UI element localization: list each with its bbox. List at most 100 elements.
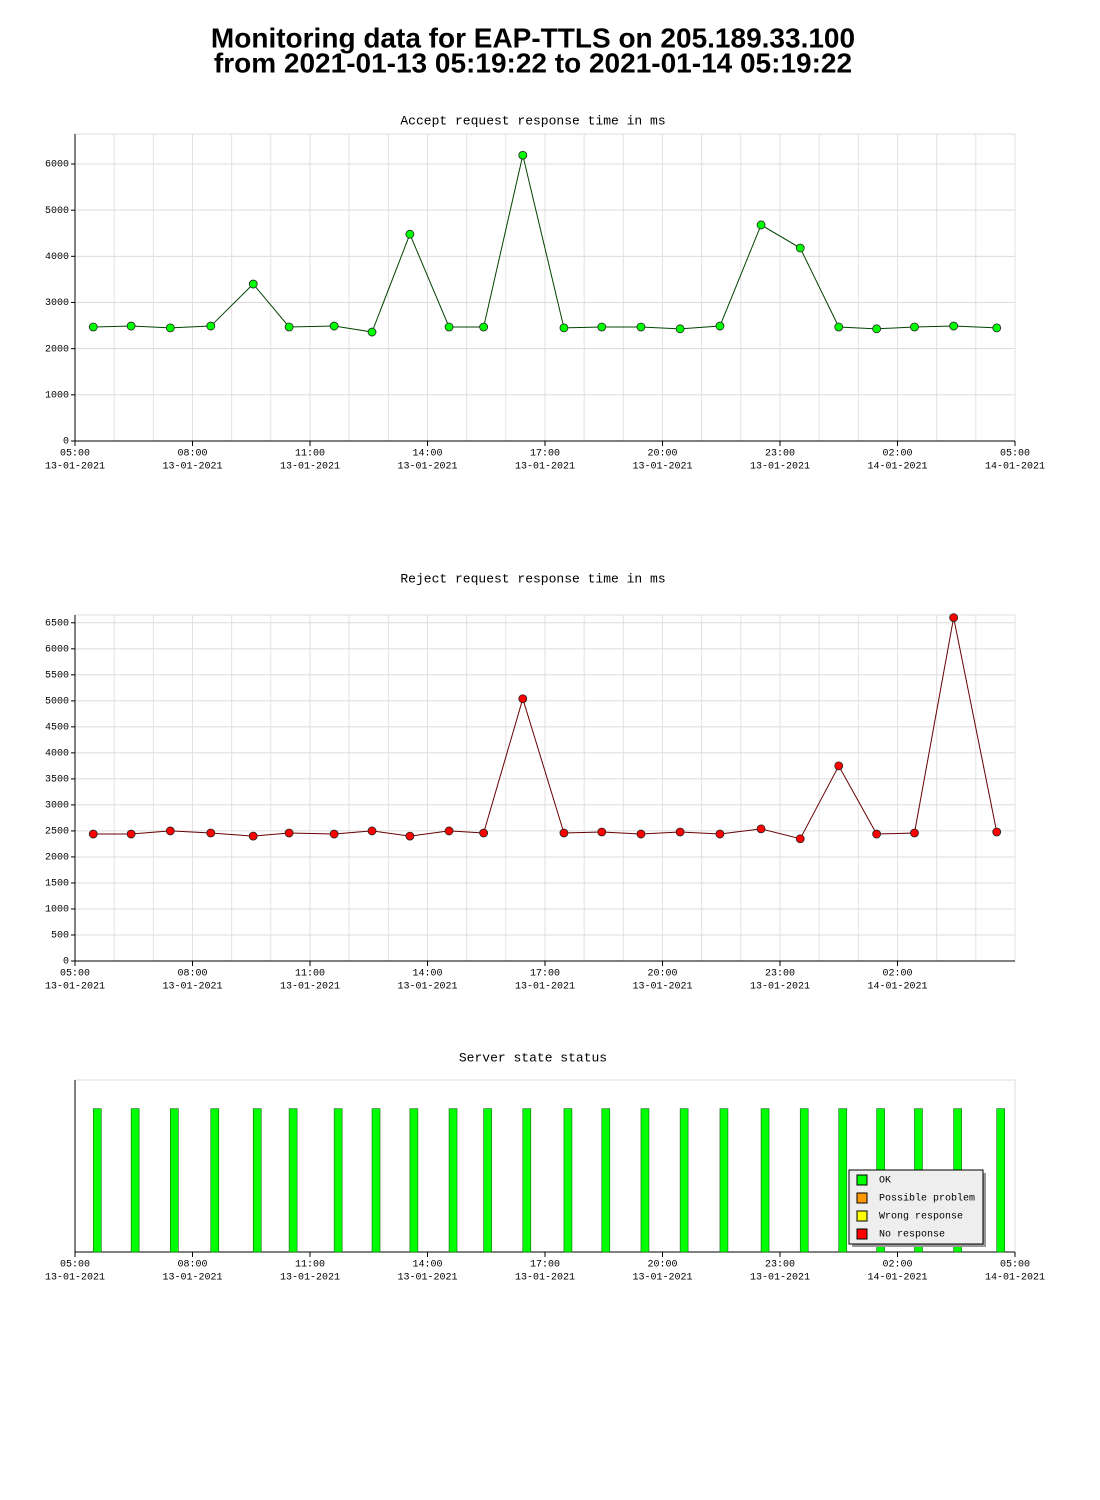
x-tick-label: 14-01-2021: [985, 1273, 1045, 1284]
point: [126, 829, 136, 839]
status-bar: [371, 1108, 381, 1253]
point: [910, 828, 919, 838]
chart-title: Accept request response time in ms: [400, 113, 665, 128]
x-tick-label: 08:00: [177, 1260, 207, 1271]
x-tick-label: 02:00: [882, 449, 912, 460]
point: [126, 321, 136, 331]
point: [636, 322, 646, 332]
legend-label: Wrong response: [879, 1212, 963, 1223]
x-tick-label: 05:00: [1000, 449, 1030, 460]
point: [715, 829, 725, 839]
x-tick-label: 13-01-2021: [280, 462, 340, 473]
point: [405, 229, 415, 239]
x-tick-label: 05:00: [60, 969, 90, 980]
x-tick-label: 13-01-2021: [750, 1273, 810, 1284]
status-bar: [130, 1108, 140, 1253]
y-tick-label: 1500: [45, 879, 69, 890]
x-tick-label: 13-01-2021: [162, 982, 222, 993]
x-tick-label: 14-01-2021: [867, 982, 927, 993]
y-tick-label: 500: [51, 931, 69, 942]
point: [834, 322, 844, 332]
legend-label: OK: [879, 1176, 891, 1187]
x-tick-label: 13-01-2021: [632, 462, 692, 473]
x-tick-label: 17:00: [530, 1260, 560, 1271]
x-tick-label: 14:00: [412, 1260, 442, 1271]
x-tick-label: 11:00: [295, 969, 325, 980]
y-tick-label: 4000: [45, 252, 69, 263]
status-bar: [679, 1108, 689, 1253]
point: [479, 322, 489, 332]
status-bar: [92, 1108, 102, 1253]
legend-swatch: [856, 1174, 868, 1186]
y-tick-label: 3000: [45, 298, 69, 309]
status-bar: [838, 1108, 848, 1253]
point: [992, 323, 1002, 333]
x-tick-label: 23:00: [765, 449, 795, 460]
y-tick-label: 2000: [45, 344, 69, 355]
status-bar: [522, 1108, 532, 1253]
x-tick-label: 20:00: [647, 1260, 677, 1271]
y-tick-label: 6500: [45, 618, 69, 629]
status-bar: [483, 1108, 492, 1253]
y-tick-label: 0: [63, 437, 69, 448]
point: [206, 828, 216, 838]
x-tick-label: 13-01-2021: [397, 982, 457, 993]
point: [795, 243, 805, 253]
point: [248, 831, 258, 841]
point: [675, 827, 685, 837]
x-tick-label: 13-01-2021: [632, 1273, 692, 1284]
point: [872, 324, 882, 334]
y-tick-label: 4500: [45, 723, 69, 734]
x-tick-label: 13-01-2021: [280, 982, 340, 993]
y-tick-label: 0: [63, 957, 69, 968]
point: [88, 322, 98, 332]
point: [329, 829, 339, 839]
x-tick-label: 11:00: [295, 449, 325, 460]
x-tick-label: 14-01-2021: [867, 462, 927, 473]
x-tick-label: 05:00: [1000, 1260, 1030, 1271]
y-tick-label: 2000: [45, 853, 69, 864]
point: [518, 150, 528, 160]
y-tick-label: 3500: [45, 775, 69, 786]
legend-swatch: [856, 1228, 868, 1240]
status-bar: [760, 1108, 770, 1253]
x-tick-label: 14:00: [412, 969, 442, 980]
point: [88, 829, 98, 839]
x-tick-label: 13-01-2021: [515, 1273, 575, 1284]
legend-label: No response: [879, 1230, 945, 1241]
status-bar: [409, 1108, 419, 1253]
point: [284, 322, 294, 332]
x-tick-label: 13-01-2021: [632, 982, 692, 993]
point: [675, 324, 685, 334]
y-tick-label: 3000: [45, 801, 69, 812]
chart-title: Reject request response time in ms: [400, 571, 665, 586]
x-tick-label: 13-01-2021: [45, 1273, 105, 1284]
legend-swatch: [856, 1192, 868, 1204]
chart-title: Server state status: [459, 1050, 607, 1065]
x-tick-label: 23:00: [765, 1260, 795, 1271]
point: [367, 327, 377, 337]
y-tick-label: 6000: [45, 644, 69, 655]
x-tick-label: 17:00: [530, 449, 560, 460]
point: [518, 694, 528, 704]
x-tick-label: 20:00: [647, 969, 677, 980]
x-tick-label: 02:00: [882, 1260, 912, 1271]
status-bar: [563, 1108, 573, 1253]
point: [795, 834, 805, 844]
point: [872, 829, 882, 839]
point: [949, 321, 959, 331]
point: [992, 827, 1002, 837]
point: [597, 827, 607, 837]
point: [405, 831, 415, 841]
status-bar: [799, 1108, 809, 1253]
point: [715, 321, 725, 331]
x-tick-label: 05:00: [60, 449, 90, 460]
status-bar: [719, 1108, 729, 1253]
y-tick-label: 5000: [45, 696, 69, 707]
x-tick-label: 13-01-2021: [162, 462, 222, 473]
legend-swatch: [856, 1210, 868, 1222]
point: [559, 323, 569, 333]
x-tick-label: 13-01-2021: [280, 1273, 340, 1284]
